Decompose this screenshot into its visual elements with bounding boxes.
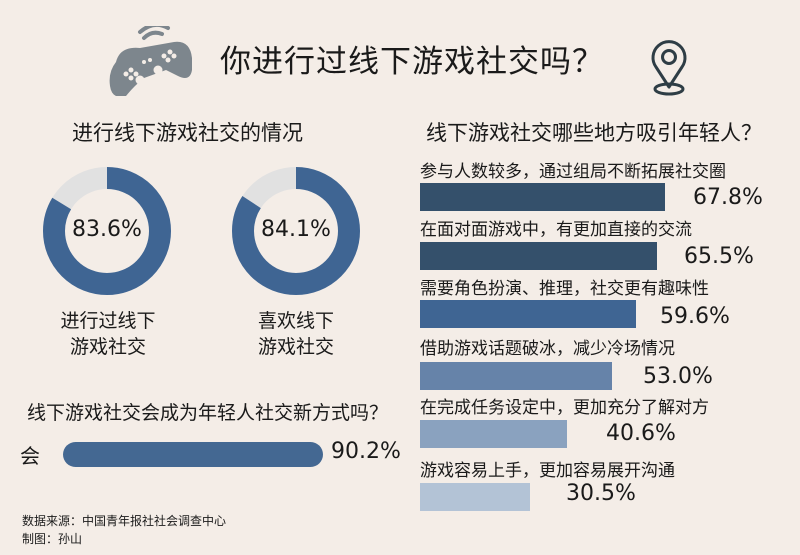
bar xyxy=(420,362,612,390)
bar-label: 在面对面游戏中，有更加直接的交流 xyxy=(420,220,692,240)
gamepad-icon xyxy=(104,22,192,97)
page-title: 你进行过线下游戏社交吗？ xyxy=(220,44,604,80)
bar-label: 参与人数较多，通过组局不断拓展社交圈 xyxy=(420,162,726,182)
source-text: 数据来源：中国青年报社社会调查中心 xyxy=(22,514,227,528)
donut-value-1: 83.6% xyxy=(72,217,142,242)
bar xyxy=(420,183,665,211)
bar xyxy=(420,242,657,270)
donut-label-1: 进行过线下 游戏社交 xyxy=(60,310,156,358)
donut-section-title: 进行线下游戏社交的情况 xyxy=(72,121,303,145)
future-bar xyxy=(63,442,323,467)
future-bar-label: 会 xyxy=(20,444,40,468)
donut-value-2: 84.1% xyxy=(261,217,331,242)
bar-label: 借助游戏话题破冰，减少冷场情况 xyxy=(420,339,675,359)
future-section-title: 线下游戏社交会成为年轻人社交新方式吗？ xyxy=(27,402,389,424)
bar-value: 67.8% xyxy=(693,185,763,210)
location-pin-icon xyxy=(644,37,694,99)
bar xyxy=(420,420,567,448)
future-bar-value: 90.2% xyxy=(331,439,401,464)
bar-label: 游戏容易上手，更加容易展开沟通 xyxy=(420,461,675,481)
bar-label: 需要角色扮演、推理，社交更有趣味性 xyxy=(420,279,709,299)
bar-value: 30.5% xyxy=(566,481,636,506)
bar xyxy=(420,483,530,511)
donut-chart-2 xyxy=(232,167,360,295)
bar-value: 40.6% xyxy=(606,421,676,446)
bar-value: 65.5% xyxy=(684,244,754,269)
bar-value: 59.6% xyxy=(660,304,730,329)
donut-label-2: 喜欢线下 游戏社交 xyxy=(257,310,334,358)
donut-chart-1 xyxy=(43,167,171,295)
author-text: 制图：孙山 xyxy=(22,532,83,546)
bar xyxy=(420,300,636,328)
bar-label: 在完成任务设定中，更加充分了解对方 xyxy=(420,398,709,418)
bar-value: 53.0% xyxy=(643,364,713,389)
bar-section-title: 线下游戏社交哪些地方吸引年轻人？ xyxy=(426,121,762,145)
